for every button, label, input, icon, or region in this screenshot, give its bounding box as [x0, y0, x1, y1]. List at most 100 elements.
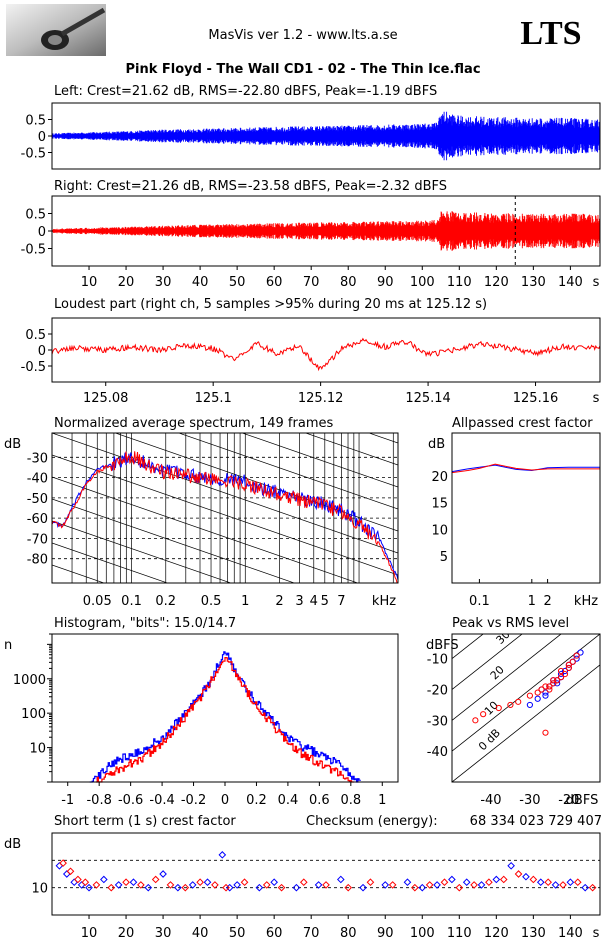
right-xtick-label: 40 [192, 275, 209, 290]
peak_rms-diagonal [452, 634, 484, 660]
allpassed-ytick-label: 5 [440, 550, 448, 565]
right-xtick-label: 90 [377, 275, 394, 290]
peak_rms-point [573, 655, 580, 662]
peak_rms-point [542, 729, 549, 736]
right-xtick-label: 50 [229, 275, 246, 290]
histogram-xtick-label: -0.6 [118, 793, 143, 808]
spectrum-ytick-label: -60 [27, 512, 48, 527]
loudest-xtick-label: 125.1 [195, 391, 232, 406]
histogram-xtick-label: 1 [378, 793, 386, 808]
peak_rms-point [542, 692, 549, 699]
peak_rms-point [573, 652, 580, 659]
right-xtick-label: 10 [81, 275, 98, 290]
short_term-point [240, 878, 249, 887]
spectrum-ytick-label: -40 [27, 472, 48, 487]
loudest-title: Loudest part (right ch, 5 samples >95% d… [54, 297, 487, 312]
peak_rms-point [557, 667, 565, 675]
spectrum-xtick-label: 0.2 [155, 594, 176, 609]
short_term-xtick-label: 110 [447, 926, 472, 941]
short_term-point [388, 881, 397, 889]
charts-layer: Left: Crest=21.62 dB, RMS=-22.80 dBFS, P… [4, 84, 602, 941]
peak_rms-ytick-label: -20 [427, 684, 448, 699]
spectrum-slope-line [52, 520, 232, 583]
peak_rms-xtick-label: -30 [519, 793, 540, 808]
short_term-xtick-label: 90 [377, 926, 394, 941]
short_term-point [188, 881, 197, 889]
histogram-chart: Histogram, "bits": 15.0/14.7n100010010-1… [4, 616, 399, 808]
peak_rms-ytick-label: -10 [427, 653, 448, 668]
loudest-x-unit: s [593, 391, 600, 406]
histogram-frame [51, 633, 399, 783]
short_term-xtick-label: 50 [229, 926, 246, 941]
short_term-point [522, 872, 530, 881]
peak_rms-point [569, 658, 576, 665]
right-xtick-label: 30 [155, 275, 172, 290]
spectrum-xtick-label: 1 [241, 594, 249, 609]
histogram-xtick-label: 0.6 [309, 793, 330, 808]
peak_rms-point [550, 677, 557, 684]
histogram-xtick-label: 0 [221, 793, 229, 808]
short_term-point [166, 881, 175, 889]
short_term-point [514, 870, 523, 878]
right-xtick-label: 20 [118, 275, 135, 290]
short_term-x-unit: s [593, 926, 600, 941]
short_term-point [181, 883, 190, 892]
spectrum-slope-line [52, 433, 398, 554]
short_term-point [507, 861, 515, 870]
short_term-point [322, 881, 330, 889]
short_term-point [255, 883, 264, 892]
peak_rms-point [480, 711, 487, 718]
right-ytick-label: 0.5 [25, 208, 46, 223]
short_term-point [262, 881, 271, 889]
short_term-point [270, 878, 278, 887]
short_term-point [536, 878, 545, 887]
spectrum-xtick-label: 0.05 [83, 594, 112, 609]
histogram-xtick-label: -0.8 [86, 793, 111, 808]
spectrum-frame [51, 432, 399, 584]
peak_rms-point [526, 692, 533, 699]
short_term-point [277, 883, 286, 892]
allpassed-x-unit: kHz [574, 594, 598, 609]
spectrum-plot [52, 433, 398, 583]
short_term-xtick-label: 20 [118, 926, 135, 941]
spectrum-ytick-label: -80 [27, 553, 48, 568]
right-title: Right: Crest=21.26 dB, RMS=-23.58 dBFS, … [54, 179, 447, 194]
right-ytick-label: 0 [38, 225, 46, 240]
spectrum-title: Normalized average spectrum, 149 frames [54, 416, 333, 431]
spectrum-slope-line [52, 476, 359, 583]
peak_rms-frame [451, 633, 601, 783]
spectrum-xtick-label: 2 [275, 594, 283, 609]
spectrum-ylabel: dB [4, 437, 21, 452]
peak_rms-xtick-label: -20 [558, 793, 579, 808]
short_term-point [581, 883, 590, 892]
track-title: Pink Floyd - The Wall CD1 - 02 - The Thi… [125, 62, 480, 77]
short_term-point [433, 881, 441, 889]
short_term-point [462, 878, 471, 887]
short_term-point [222, 883, 230, 892]
short_term-point [336, 875, 345, 884]
histogram-series-line [96, 657, 354, 783]
loudest-ytick-label: -0.5 [21, 360, 46, 375]
short_term-checksum-value: 68 334 023 729 407 [470, 814, 602, 829]
spectrum-ytick-label: -30 [27, 451, 48, 466]
short_term-point [211, 881, 219, 889]
short_term-xtick-label: 60 [266, 926, 283, 941]
short_term-point [137, 881, 145, 889]
loudest-xtick-label: 125.16 [513, 391, 559, 406]
peak_rms-diagonal [452, 634, 600, 752]
short_term-point [366, 878, 375, 887]
short_term-point [59, 859, 67, 867]
short_term-point [74, 875, 82, 884]
spectrum-slope-line [52, 542, 169, 583]
histogram-ytick-label: 1000 [13, 673, 46, 688]
left-ytick-label: 0 [38, 130, 46, 145]
short_term-point [122, 878, 130, 887]
allpassed-xtick-label: 2 [543, 594, 551, 609]
short_term-point [470, 881, 478, 889]
right-waveform [51, 211, 601, 251]
short_term-point [544, 878, 552, 887]
left-title: Left: Crest=21.62 dB, RMS=-22.80 dBFS, P… [54, 84, 437, 99]
allpassed-series-line [451, 463, 600, 474]
short_term-checksum-label: Checksum (energy): [306, 814, 438, 829]
